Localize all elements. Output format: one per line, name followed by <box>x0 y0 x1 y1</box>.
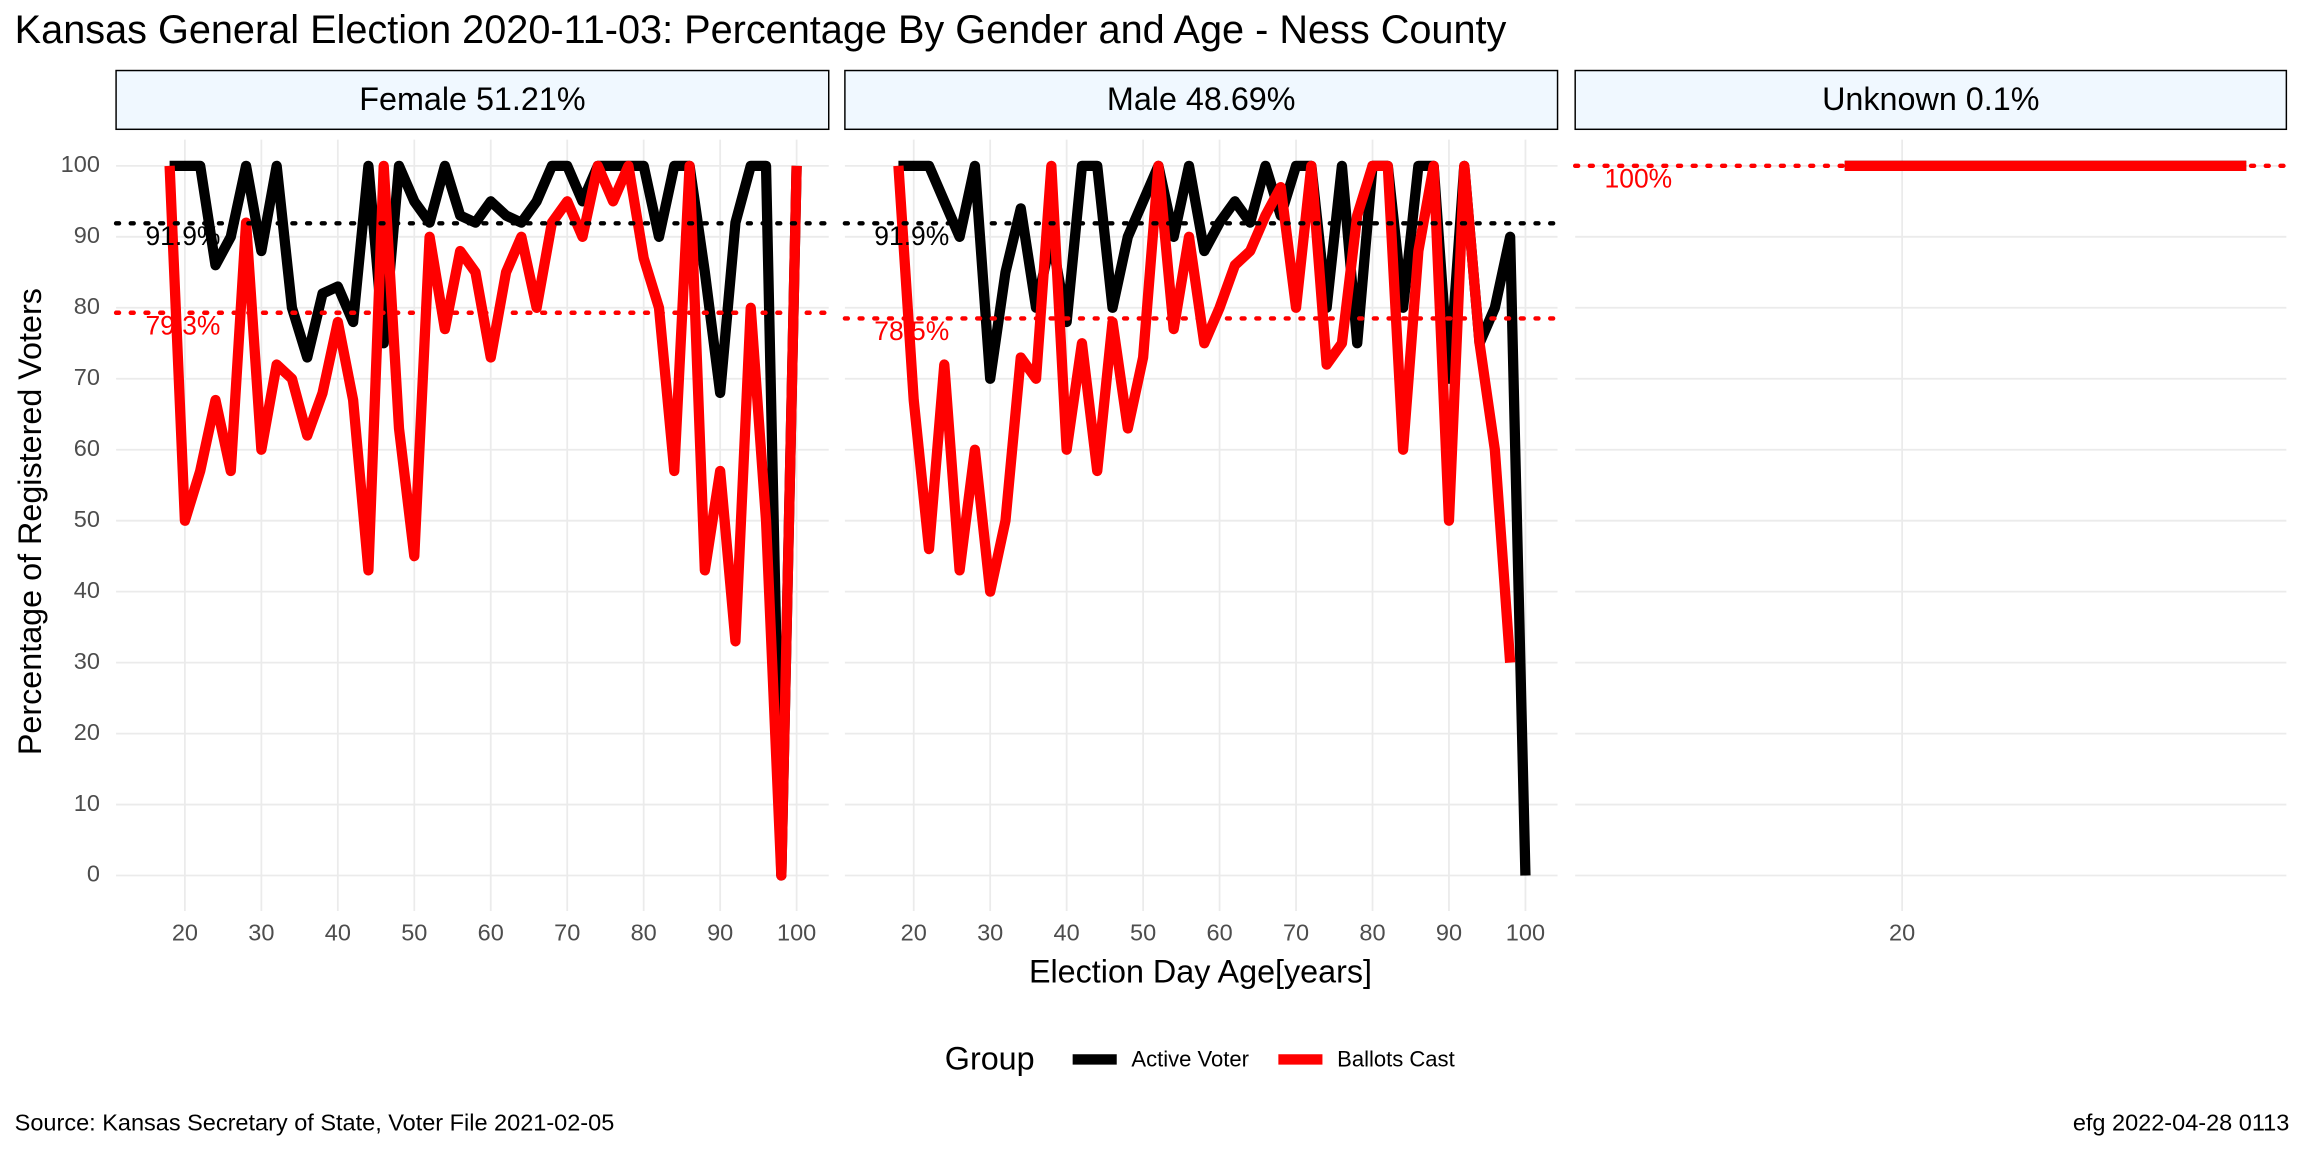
reference-label: 91.9% <box>874 221 949 251</box>
x-tick-label: 20 <box>901 920 927 946</box>
x-tick-label: 20 <box>172 920 198 946</box>
data-line <box>893 160 1516 663</box>
x-tick-label: 100 <box>1506 920 1545 946</box>
x-tick-label: 80 <box>1359 920 1385 946</box>
reference-label: 78.5% <box>874 316 949 346</box>
facet-strip <box>1574 69 2288 131</box>
x-tick-label: 30 <box>248 920 274 946</box>
y-tick-label: 0 <box>87 861 100 887</box>
x-tick-label: 40 <box>325 920 351 946</box>
y-tick-label: 60 <box>74 435 100 461</box>
reference-label: 100% <box>1605 164 1673 194</box>
y-tick-label: 40 <box>74 577 100 603</box>
x-tick-label: 90 <box>707 920 733 946</box>
source-note: Source: Kansas Secretary of State, Voter… <box>15 1109 615 1135</box>
x-tick-label: 70 <box>1283 920 1309 946</box>
x-tick-label: 50 <box>401 920 427 946</box>
x-tick-label: 50 <box>1130 920 1156 946</box>
y-tick-label: 100 <box>61 151 100 177</box>
x-tick-label: 100 <box>777 920 816 946</box>
reference-label: 91.9% <box>145 221 220 251</box>
x-axis-label: Election Day Age[years] <box>1029 954 1372 990</box>
y-tick-label: 80 <box>74 293 100 319</box>
y-axis-label: Percentage of Registered Voters <box>12 288 48 755</box>
legend-label: Active Voter <box>1131 1047 1249 1072</box>
credit-note: efg 2022-04-28 0113 <box>2073 1109 2289 1135</box>
facet-strip <box>115 69 830 131</box>
facet-label: Unknown 0.1% <box>1822 81 2039 117</box>
facet-strip <box>844 69 1559 131</box>
x-tick-label: 60 <box>478 920 504 946</box>
x-tick-label: 40 <box>1054 920 1080 946</box>
data-line <box>898 160 1531 876</box>
x-tick-label: 20 <box>1889 920 1915 946</box>
y-tick-label: 90 <box>74 222 100 248</box>
facet-label: Female 51.21% <box>359 81 585 117</box>
x-tick-label: 80 <box>631 920 657 946</box>
chart-title: Kansas General Election 2020-11-03: Perc… <box>15 8 1507 52</box>
y-tick-label: 20 <box>74 719 100 745</box>
y-tick-label: 70 <box>74 364 100 390</box>
y-tick-label: 30 <box>74 648 100 674</box>
x-tick-label: 90 <box>1436 920 1462 946</box>
legend-label: Ballots Cast <box>1337 1047 1455 1072</box>
reference-label: 79.3% <box>145 310 220 340</box>
x-tick-label: 70 <box>554 920 580 946</box>
y-tick-label: 10 <box>74 790 100 816</box>
legend-title: Group <box>945 1040 1035 1076</box>
x-tick-label: 60 <box>1207 920 1233 946</box>
y-tick-label: 50 <box>74 506 100 532</box>
x-tick-label: 30 <box>977 920 1003 946</box>
facet-label: Male 48.69% <box>1107 81 1296 117</box>
